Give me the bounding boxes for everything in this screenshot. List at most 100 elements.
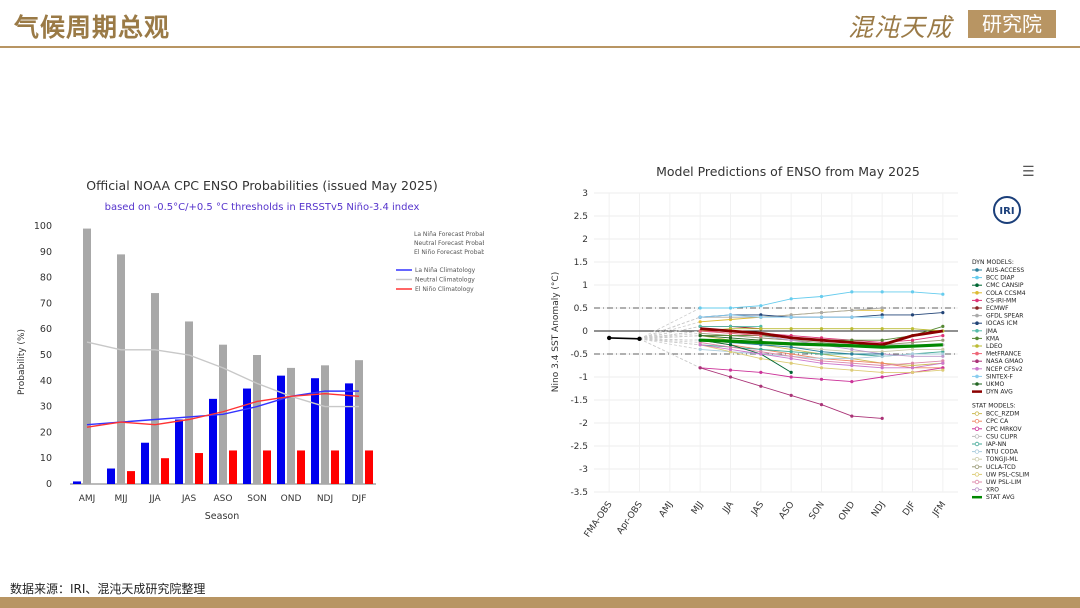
- model-point-aus-access: [880, 352, 884, 356]
- model-point-cpc-ca: [880, 361, 884, 365]
- x-tick-label: NDJ: [317, 494, 333, 504]
- model-point-cpc-mrkov: [728, 368, 733, 372]
- model-point-uw-psl-lim: [880, 363, 884, 368]
- model-point-ntu-coda: [910, 352, 915, 356]
- model-point-cpc-mrkov: [759, 370, 763, 374]
- model-point-tongji-ml: [910, 347, 915, 351]
- model-point-ncep-cfsv2: [880, 366, 884, 370]
- model-point-ncep-cfsv2: [759, 352, 763, 356]
- model-point-nasa-gmao: [789, 393, 793, 397]
- bar-el-ni-o-forecast-probability: [297, 450, 305, 484]
- legend-entry: BCC DIAP: [986, 275, 1015, 282]
- legend-marker: [974, 479, 980, 485]
- bar-el-ni-o-forecast-probability: [195, 453, 203, 484]
- y-tick-label: -2.5: [570, 442, 588, 452]
- y-tick-label: 20: [40, 427, 52, 438]
- bar-el-ni-o-forecast-probability: [263, 450, 271, 484]
- legend-entry: Neutral Climatology: [415, 277, 475, 284]
- model-point-metfrance: [728, 331, 733, 335]
- model-point-ntu-coda: [850, 357, 854, 361]
- model-point-kma: [728, 334, 733, 338]
- model-point-iocas-icm: [941, 311, 945, 315]
- legend-marker: [975, 336, 979, 341]
- model-point-ldeo: [759, 327, 763, 331]
- model-point-uw-psl-cslim: [941, 368, 945, 372]
- y-tick-label: 0: [582, 327, 588, 337]
- brand-logo-box: 研究院: [968, 10, 1056, 38]
- x-tick-label: SON: [808, 500, 827, 522]
- legend-marker: [975, 329, 979, 333]
- source-note: 数据来源：IRI、混沌天成研究院整理: [10, 582, 206, 596]
- legend-entry: La Niña Forecast Probability: [414, 231, 484, 238]
- y-tick-label: 40: [40, 376, 52, 387]
- bar-el-ni-o-forecast-probability: [161, 458, 169, 484]
- model-point-tongji-ml: [941, 347, 945, 351]
- model-point-uw-psl-lim: [850, 361, 854, 365]
- model-point-bcc-rzdm: [910, 363, 915, 368]
- legend-marker: [975, 344, 979, 348]
- model-point-uw-psl-cslim: [789, 361, 793, 365]
- y-tick-label: 90: [40, 247, 52, 258]
- bar-el-ni-o-forecast-probability: [331, 450, 339, 484]
- enso-probability-chart: Official NOAA CPC ENSO Probabilities (is…: [17, 178, 484, 522]
- model-line-stat-avg: [700, 338, 943, 349]
- model-point-aus-access: [850, 352, 854, 356]
- legend-marker: [975, 313, 979, 318]
- bar-la-ni-a-forecast-probability: [311, 378, 319, 484]
- model-point-bcc-diap: [728, 306, 733, 310]
- header-divider: [0, 46, 1080, 48]
- model-point-aus-access: [819, 350, 824, 354]
- legend-entry: NASA GMAO: [986, 358, 1023, 365]
- fan-connector: [639, 321, 701, 340]
- legend-entry: CPC CA: [986, 418, 1009, 425]
- legend-entry: CS-IRI-MM: [986, 297, 1016, 304]
- legend-entry: NCEP CFSv2: [986, 366, 1023, 373]
- model-point-uw-psl-cslim: [880, 370, 884, 374]
- legend-entry: AUS-ACCESS: [986, 267, 1024, 274]
- x-tick-label: JFM: [931, 500, 949, 519]
- model-point-cola-ccsm4: [728, 317, 733, 322]
- model-point-uw-psl-lim: [789, 354, 793, 358]
- legend-marker: [974, 441, 980, 447]
- model-point-ldeo: [789, 327, 793, 331]
- legend-entry: KMA: [986, 335, 1000, 342]
- bar-neutral-forecast-probability: [83, 228, 91, 484]
- page-title: 气候周期总观: [14, 13, 171, 42]
- chart-menu-icon[interactable]: ☰: [1022, 164, 1035, 180]
- x-tick-label: OND: [837, 500, 857, 523]
- y-tick-label: 1: [582, 281, 588, 291]
- model-point-iap-nn: [941, 350, 945, 354]
- legend-entry: CMC CANSIP: [986, 282, 1024, 289]
- bar-neutral-forecast-probability: [355, 360, 363, 484]
- model-point-uw-psl-cslim: [910, 370, 915, 374]
- x-tick-label: JAS: [181, 494, 197, 504]
- model-point-ldeo: [728, 327, 733, 331]
- x-tick-label: DJF: [901, 500, 918, 518]
- model-point-cpc-mrkov: [941, 366, 945, 370]
- model-line-cmc-cansip: [700, 339, 792, 373]
- footer-bar: [0, 597, 1080, 608]
- legend-marker: [975, 275, 979, 280]
- x-tick-label: AMJ: [658, 500, 676, 519]
- brand-logo-text: 混沌天成: [848, 13, 953, 42]
- x-tick-label: ASO: [778, 500, 797, 521]
- legend-entry: GFDL SPEAR: [986, 313, 1023, 320]
- bar-la-ni-a-forecast-probability: [175, 419, 183, 484]
- y-tick-label: 2: [582, 235, 588, 245]
- legend-marker: [975, 359, 979, 363]
- model-point-sintex-f: [819, 315, 824, 319]
- x-tick-label: FMA-OBS: [583, 500, 615, 540]
- x-tick-label: JJA: [148, 494, 161, 504]
- bar-la-ni-a-forecast-probability: [107, 468, 115, 484]
- observed-point: [606, 335, 612, 341]
- y-tick-label: 30: [40, 402, 52, 413]
- model-point-bcc-diap: [880, 290, 884, 294]
- x-tick-label: JAS: [749, 500, 766, 519]
- legend-header: STAT MODELS:: [972, 403, 1016, 410]
- model-line-dyn-avg: [700, 327, 944, 347]
- model-point-iocas-icm: [880, 313, 884, 317]
- model-point-nasa-gmao: [850, 414, 854, 418]
- legend-marker: [974, 419, 980, 424]
- y-tick-label: 10: [40, 453, 52, 464]
- climatology-line: [86, 392, 360, 428]
